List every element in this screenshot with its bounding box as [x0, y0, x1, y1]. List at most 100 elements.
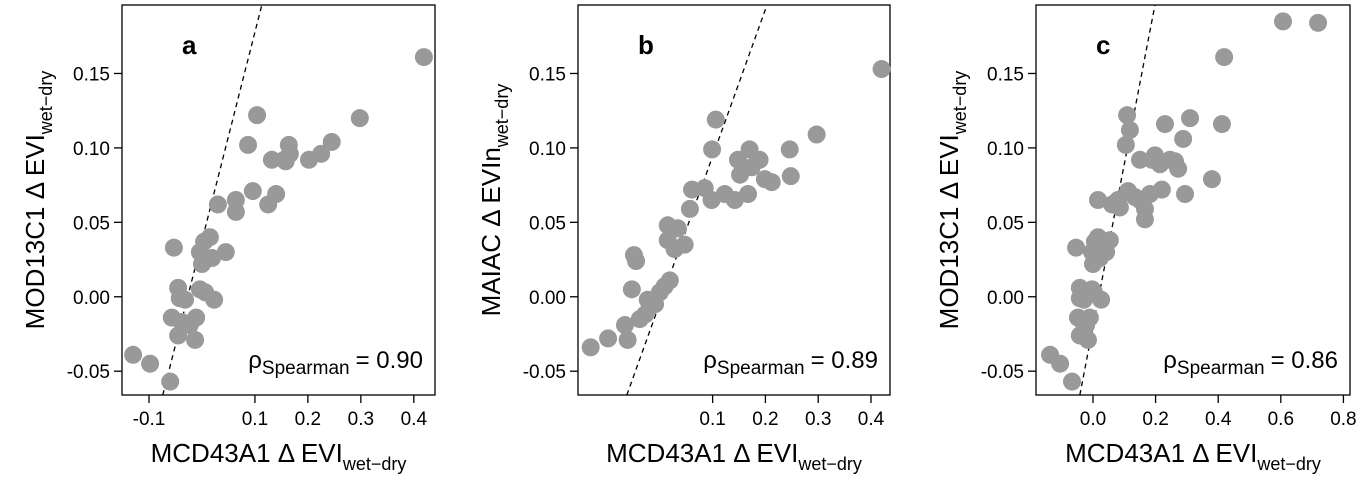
annotation: ρSpearman = 0.86 — [1163, 347, 1338, 379]
point — [762, 173, 781, 192]
panel: -0.05 0.00 0.05 0.10 0.15 -0.1 0.1 0.2 0.3 0.4 a ρS… — [20, 4, 436, 474]
x-axis-label: MCD43A1 Δ EVIwet−dry — [1065, 438, 1321, 474]
point — [1110, 198, 1129, 217]
y-tick-label: 0.10 — [987, 139, 1024, 160]
plot-frame — [121, 4, 436, 396]
x-tick-label: 0.1 — [242, 409, 268, 430]
plot-frame — [577, 4, 891, 396]
point — [414, 48, 433, 67]
point — [203, 249, 222, 268]
y-tick-label: 0.10 — [73, 139, 110, 160]
point — [622, 280, 641, 299]
y-axis-label: MAIAC Δ EVInwet−dry — [476, 84, 512, 317]
point — [205, 290, 224, 309]
point — [615, 316, 634, 335]
y-tick-label: 0.00 — [529, 288, 566, 309]
annotation-text: = 0.89 — [811, 347, 878, 374]
y-tick-label: 0.15 — [73, 64, 110, 85]
point — [187, 308, 206, 327]
y-tick-label: 0.00 — [987, 288, 1024, 309]
point — [1051, 354, 1070, 373]
point — [239, 135, 258, 154]
point — [750, 150, 769, 169]
point — [248, 106, 267, 125]
point — [267, 185, 286, 204]
x-tick-label: 0.3 — [348, 409, 374, 430]
y-axis-label-main: MOD13C1 Δ EVI — [934, 134, 964, 329]
x-axis-label-main: MCD43A1 Δ EVI — [606, 438, 798, 468]
y-axis-label-sub: wet−dry — [36, 71, 56, 136]
y-tick-label: 0.05 — [73, 213, 110, 234]
point — [1174, 129, 1193, 148]
point — [1080, 308, 1099, 327]
point — [226, 202, 245, 221]
point — [807, 125, 826, 144]
point — [660, 271, 679, 290]
annotation-text: = 0.90 — [356, 347, 423, 374]
y-axis-label: MOD13C1 Δ EVIwet−dry — [20, 71, 56, 330]
y-axis-label-sub: wet−dry — [492, 84, 512, 149]
panel-label: b — [638, 30, 654, 60]
x-tick-label: 0.2 — [752, 409, 778, 430]
x-axis-label-sub: wet−dry — [342, 454, 407, 474]
x-axis-label-main: MCD43A1 Δ EVI — [1065, 438, 1257, 468]
x-tick-label: 0.3 — [805, 409, 831, 430]
x-axis-label-sub: wet−dry — [1256, 454, 1321, 474]
x-tick-label: 0.0 — [1080, 409, 1106, 430]
point — [176, 290, 195, 309]
panel-label: c — [1096, 30, 1110, 60]
x-tick-label: 0.4 — [1205, 409, 1232, 430]
x-tick-label: 0.4 — [401, 409, 428, 430]
plot-frame — [1035, 4, 1351, 396]
point — [1181, 109, 1200, 128]
point — [1135, 210, 1154, 229]
y-axis-label-main: MOD13C1 Δ EVI — [20, 134, 50, 329]
point — [200, 228, 219, 247]
point — [738, 185, 757, 204]
point — [124, 345, 143, 364]
point — [350, 109, 369, 128]
point — [1152, 180, 1171, 199]
point — [599, 329, 618, 348]
y-tick-label: 0.15 — [987, 64, 1024, 85]
x-tick-label: 0.8 — [1330, 409, 1356, 430]
point — [627, 252, 646, 271]
point — [186, 330, 205, 349]
reference-line — [626, 4, 768, 396]
point — [1176, 185, 1195, 204]
panel: -0.05 0.00 0.05 0.10 0.15 0.0 0.2 0.4 0.6 0.8 c ρSp… — [934, 4, 1357, 474]
point — [1155, 115, 1174, 134]
annotation-sub: Spearman — [262, 358, 350, 379]
point — [280, 144, 299, 163]
x-tick-label: -0.1 — [133, 409, 166, 430]
point — [243, 182, 262, 201]
point — [581, 338, 600, 357]
panel-label: a — [182, 30, 197, 60]
x-axis-label: MCD43A1 Δ EVIwet−dry — [151, 438, 407, 474]
point — [1120, 121, 1139, 140]
point — [675, 235, 694, 254]
annotation-symbol: ρ — [248, 347, 262, 374]
point — [1118, 106, 1137, 125]
y-tick-label: 0.05 — [529, 213, 566, 234]
point — [1088, 191, 1107, 209]
point — [1063, 372, 1082, 391]
x-axis-label-main: MCD43A1 Δ EVI — [151, 438, 343, 468]
point — [1169, 159, 1188, 178]
point — [164, 238, 183, 257]
point — [161, 372, 180, 391]
y-axis-label-main: MAIAC Δ EVIn — [476, 147, 506, 316]
point — [781, 167, 800, 186]
y-tick-label: -0.05 — [981, 362, 1024, 383]
annotation-sub: Spearman — [1177, 358, 1265, 379]
x-tick-label: 0.2 — [295, 409, 321, 430]
point — [169, 326, 188, 345]
point — [703, 140, 722, 159]
point — [728, 150, 747, 169]
y-axis-label-sub: wet−dry — [950, 71, 970, 136]
point — [706, 110, 725, 129]
y-tick-label: 0.05 — [987, 213, 1024, 234]
x-axis-label: MCD43A1 Δ EVIwet−dry — [606, 438, 862, 474]
annotation: ρSpearman = 0.89 — [703, 347, 878, 379]
point — [1100, 231, 1119, 250]
